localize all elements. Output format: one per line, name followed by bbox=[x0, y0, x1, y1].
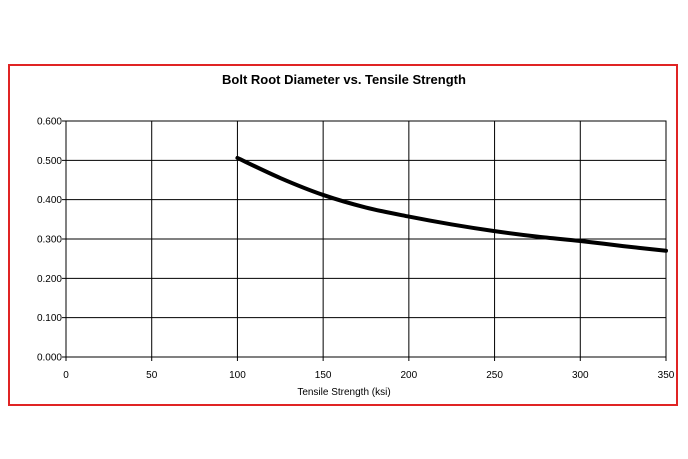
y-tick-label: 0.600 bbox=[37, 117, 62, 128]
x-tick-label: 150 bbox=[315, 370, 332, 381]
y-tick-label: 0.300 bbox=[37, 235, 62, 246]
y-tick-label: 0.500 bbox=[37, 156, 62, 167]
chart-frame bbox=[8, 64, 678, 406]
y-tick-label: 0.400 bbox=[37, 195, 62, 206]
x-tick-label: 250 bbox=[486, 370, 503, 381]
x-tick-label: 0 bbox=[63, 370, 69, 381]
y-tick-label: 0.000 bbox=[37, 353, 62, 364]
x-tick-label: 50 bbox=[146, 370, 158, 381]
y-tick-label: 0.200 bbox=[37, 274, 62, 285]
x-tick-label: 200 bbox=[401, 370, 418, 381]
x-tick-label: 350 bbox=[658, 370, 675, 381]
y-tick-label: 0.100 bbox=[37, 313, 62, 324]
chart-title: Bolt Root Diameter vs. Tensile Strength bbox=[222, 72, 466, 87]
x-tick-label: 100 bbox=[229, 370, 246, 381]
plot-area-border bbox=[65, 120, 667, 358]
x-tick-label: 300 bbox=[572, 370, 589, 381]
x-axis-label: Tensile Strength (ksi) bbox=[297, 387, 391, 398]
series-line bbox=[235, 155, 668, 253]
